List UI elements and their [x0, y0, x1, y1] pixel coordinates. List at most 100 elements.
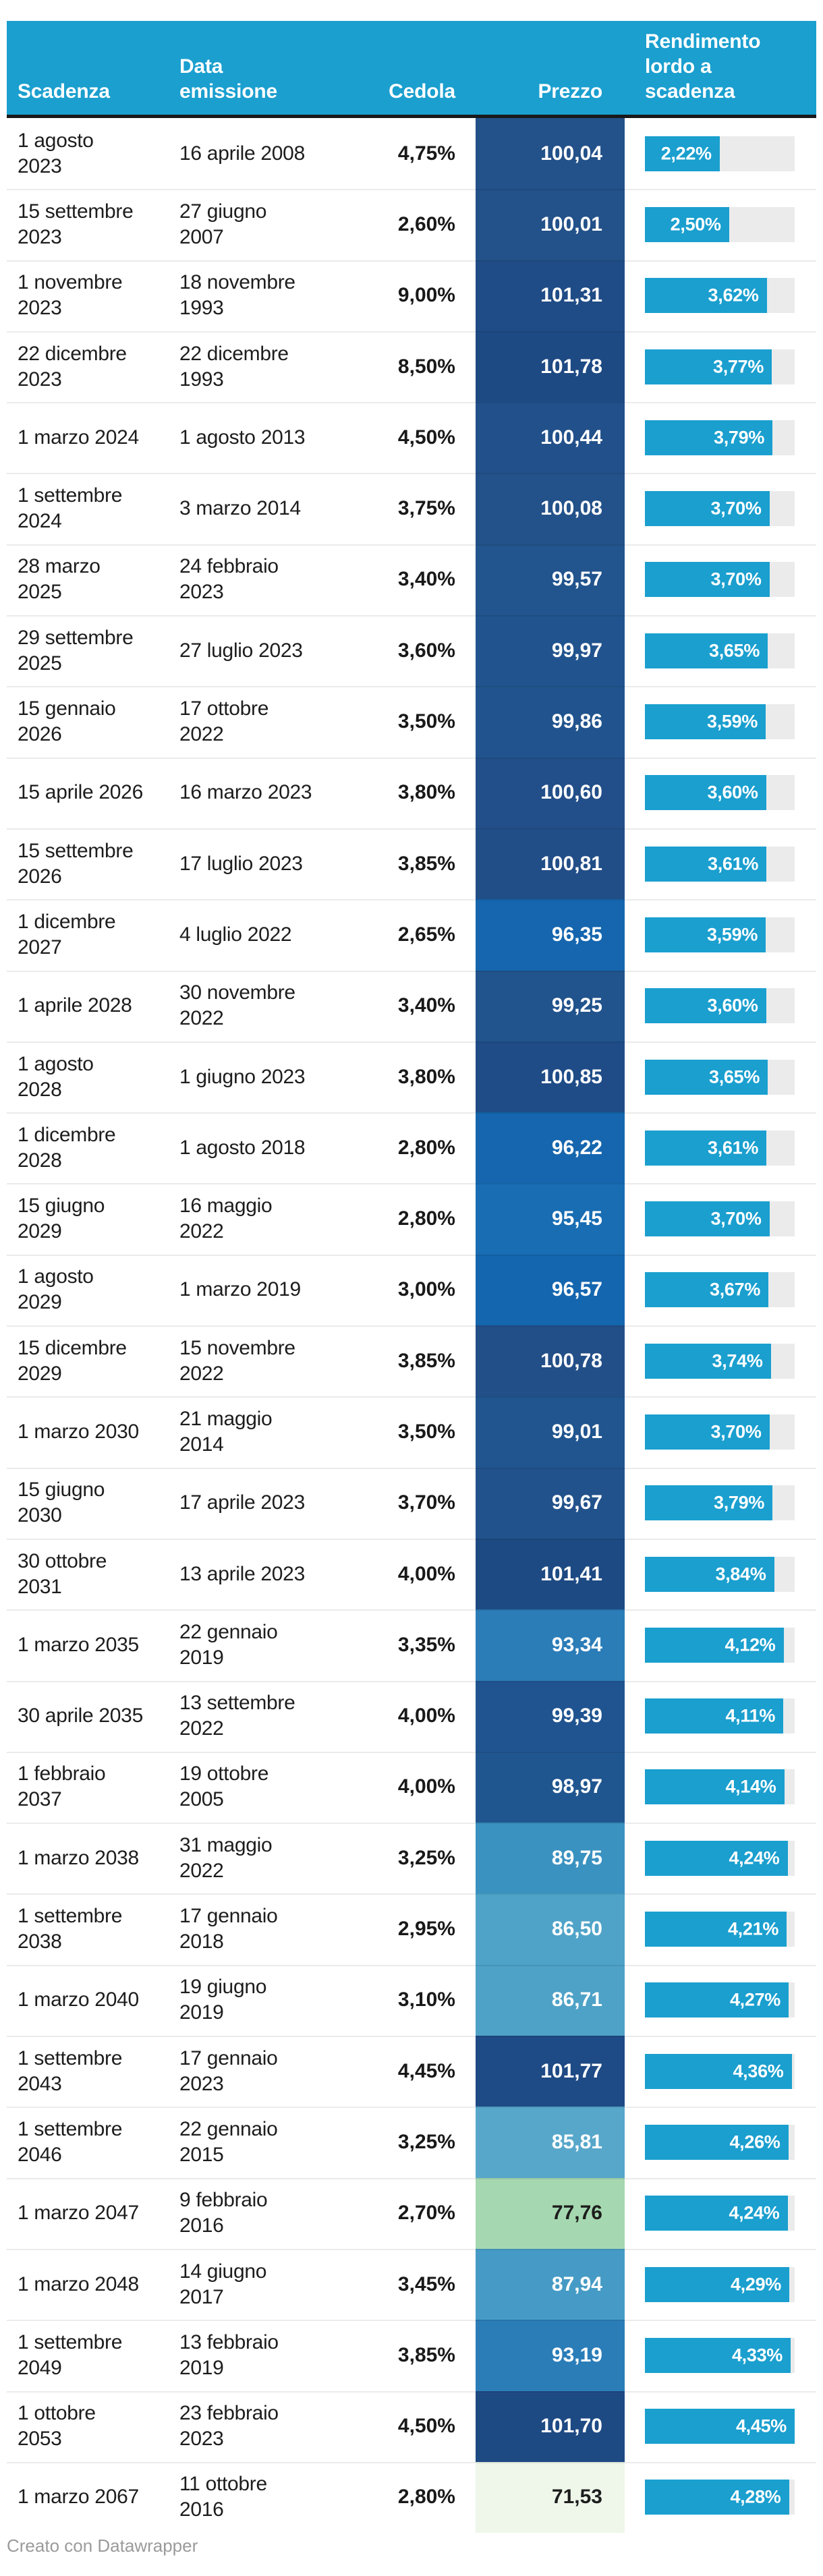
price-cell: 99,01	[476, 1396, 625, 1468]
coupon-cell: 3,10%	[397, 1988, 455, 2011]
maturity-cell: 1 marzo 2067	[18, 2486, 139, 2509]
yield-bar-fill: 2,22%	[645, 136, 720, 171]
yield-bar-label: 3,59%	[707, 924, 758, 945]
header-cell-rendimento: Rendimento lordo a scadenza	[645, 30, 761, 103]
yield-bar-cell: 4,27%	[645, 1965, 807, 2036]
issue-date-cell: 4 luglio 2022	[179, 923, 292, 946]
header-cell-scadenza: Scadenza	[18, 80, 110, 103]
table-row: 1 marzo 2047 9 febbraio 2016 2,70% 77,76 4,2…	[7, 2177, 816, 2249]
issue-date-cell: 31 maggio 2022	[179, 1833, 273, 1882]
issue-date-cell: 17 luglio 2023	[179, 852, 303, 875]
yield-bar-label: 3,67%	[710, 1279, 761, 1300]
price-cell: 101,77	[476, 2036, 625, 2107]
price-cell: 101,41	[476, 1538, 625, 1610]
yield-bar-track: 4,36%	[645, 2053, 795, 2089]
yield-bar-label: 3,70%	[710, 1208, 762, 1229]
maturity-cell: 1 febbraio 2037	[18, 1763, 106, 1811]
table-row: 1 marzo 2035 22 gennaio 2019 3,35% 93,34 4,1…	[7, 1609, 816, 1681]
yield-bar-track: 4,11%	[645, 1698, 795, 1734]
yield-bar-cell: 4,45%	[645, 2391, 807, 2462]
yield-bar-cell: 4,26%	[645, 2107, 807, 2177]
table-row: 15 gennaio 2026 17 ottobre 2022 3,50% 99,86…	[7, 686, 816, 757]
coupon-cell: 3,85%	[397, 1349, 455, 1372]
yield-bar-label: 3,61%	[708, 1137, 759, 1158]
coupon-cell: 4,00%	[397, 1562, 455, 1585]
yield-bar-label: 3,60%	[707, 995, 758, 1016]
yield-bar-fill: 3,61%	[645, 846, 767, 882]
issue-date-cell: 24 febbraio 2023	[179, 555, 279, 604]
yield-bar-cell: 3,70%	[645, 544, 807, 615]
maturity-cell: 1 marzo 2038	[18, 1846, 139, 1869]
issue-date-cell: 13 aprile 2023	[179, 1562, 305, 1585]
yield-bar-fill: 3,70%	[645, 1201, 770, 1237]
coupon-cell: 3,40%	[397, 568, 455, 591]
yield-bar-cell: 4,29%	[645, 2249, 807, 2320]
price-cell: 100,04	[476, 118, 625, 190]
maturity-cell: 15 dicembre 2029	[18, 1336, 127, 1385]
coupon-cell: 3,00%	[397, 1278, 455, 1301]
maturity-cell: 1 marzo 2035	[18, 1633, 139, 1656]
yield-bar-track: 3,60%	[645, 775, 795, 811]
price-cell: 99,39	[476, 1680, 625, 1752]
yield-bar-cell: 4,28%	[645, 2462, 807, 2533]
coupon-cell: 3,50%	[397, 1420, 455, 1443]
maturity-cell: 1 marzo 2024	[18, 426, 139, 449]
yield-bar-fill: 4,21%	[645, 1912, 787, 1947]
yield-bar-cell: 3,61%	[645, 828, 807, 899]
table-row: 1 agosto 2029 1 marzo 2019 3,00% 96,57 3,67%	[7, 1254, 816, 1326]
yield-bar-fill: 4,45%	[645, 2409, 795, 2444]
yield-bar-track: 2,22%	[645, 136, 795, 171]
price-cell: 101,70	[476, 2391, 625, 2462]
coupon-cell: 3,80%	[397, 1065, 455, 1088]
yield-bar-track: 4,24%	[645, 2196, 795, 2231]
yield-bar-track: 3,62%	[645, 278, 795, 314]
maturity-cell: 1 aprile 2028	[18, 994, 132, 1017]
maturity-cell: 1 ottobre 2053	[18, 2402, 96, 2451]
table-row: 1 marzo 2030 21 maggio 2014 3,50% 99,01 3,70…	[7, 1396, 816, 1468]
yield-bar-fill: 4,14%	[645, 1769, 785, 1805]
yield-bar-cell: 2,22%	[645, 118, 807, 189]
coupon-cell: 3,75%	[397, 497, 455, 520]
yield-bar-label: 4,45%	[735, 2415, 787, 2436]
table-row: 15 aprile 2026 16 marzo 2023 3,80% 100,60 3,…	[7, 757, 816, 828]
price-cell: 93,34	[476, 1609, 625, 1681]
table-row: 1 settembre 2049 13 febbraio 2019 3,85% 93,…	[7, 2320, 816, 2391]
maturity-cell: 30 ottobre 2031	[18, 1549, 107, 1598]
yield-bar-cell: 3,74%	[645, 1325, 807, 1396]
yield-bar-fill: 3,84%	[645, 1556, 774, 1592]
yield-bar-label: 4,33%	[731, 2345, 783, 2366]
issue-date-cell: 19 ottobre 2005	[179, 1763, 269, 1811]
price-cell: 101,78	[476, 331, 625, 403]
yield-bar-cell: 2,50%	[645, 189, 807, 260]
yield-bar-label: 4,29%	[730, 2274, 781, 2295]
yield-bar-fill: 4,27%	[645, 1982, 789, 2018]
yield-bar-cell: 4,33%	[645, 2320, 807, 2391]
price-cell: 100,81	[476, 828, 625, 900]
yield-bar-label: 3,61%	[708, 853, 759, 874]
issue-date-cell: 18 novembre 1993	[179, 271, 295, 320]
yield-bar-track: 4,29%	[645, 2266, 795, 2302]
table-row: 22 dicembre 2023 22 dicembre 1993 8,50% 101…	[7, 331, 816, 403]
issue-date-cell: 21 maggio 2014	[179, 1407, 273, 1456]
maturity-cell: 15 settembre 2023	[18, 200, 134, 248]
price-cell: 100,60	[476, 757, 625, 828]
yield-bar-label: 4,28%	[730, 2486, 781, 2507]
yield-bar-cell: 3,70%	[645, 473, 807, 544]
yield-bar-cell: 3,65%	[645, 1041, 807, 1112]
yield-bar-fill: 3,61%	[645, 1130, 767, 1166]
price-cell: 99,86	[476, 686, 625, 757]
yield-bar-track: 3,70%	[645, 491, 795, 527]
yield-bar-cell: 4,36%	[645, 2036, 807, 2107]
coupon-cell: 4,45%	[397, 2059, 455, 2082]
issue-date-cell: 14 giugno 2017	[179, 2260, 267, 2308]
yield-bar-fill: 3,77%	[645, 349, 772, 384]
issue-date-cell: 17 ottobre 2022	[179, 697, 269, 746]
yield-bar-cell: 4,24%	[645, 2178, 807, 2249]
issue-date-cell: 17 aprile 2023	[179, 1491, 305, 1514]
coupon-cell: 8,50%	[397, 355, 455, 378]
yield-bar-fill: 3,74%	[645, 1343, 771, 1379]
issue-date-cell: 30 novembre 2022	[179, 981, 295, 1030]
table-row: 15 dicembre 2029 15 novembre 2022 3,85% 100…	[7, 1325, 816, 1397]
yield-bar-fill: 3,60%	[645, 775, 766, 811]
yield-bar-track: 3,59%	[645, 704, 795, 740]
